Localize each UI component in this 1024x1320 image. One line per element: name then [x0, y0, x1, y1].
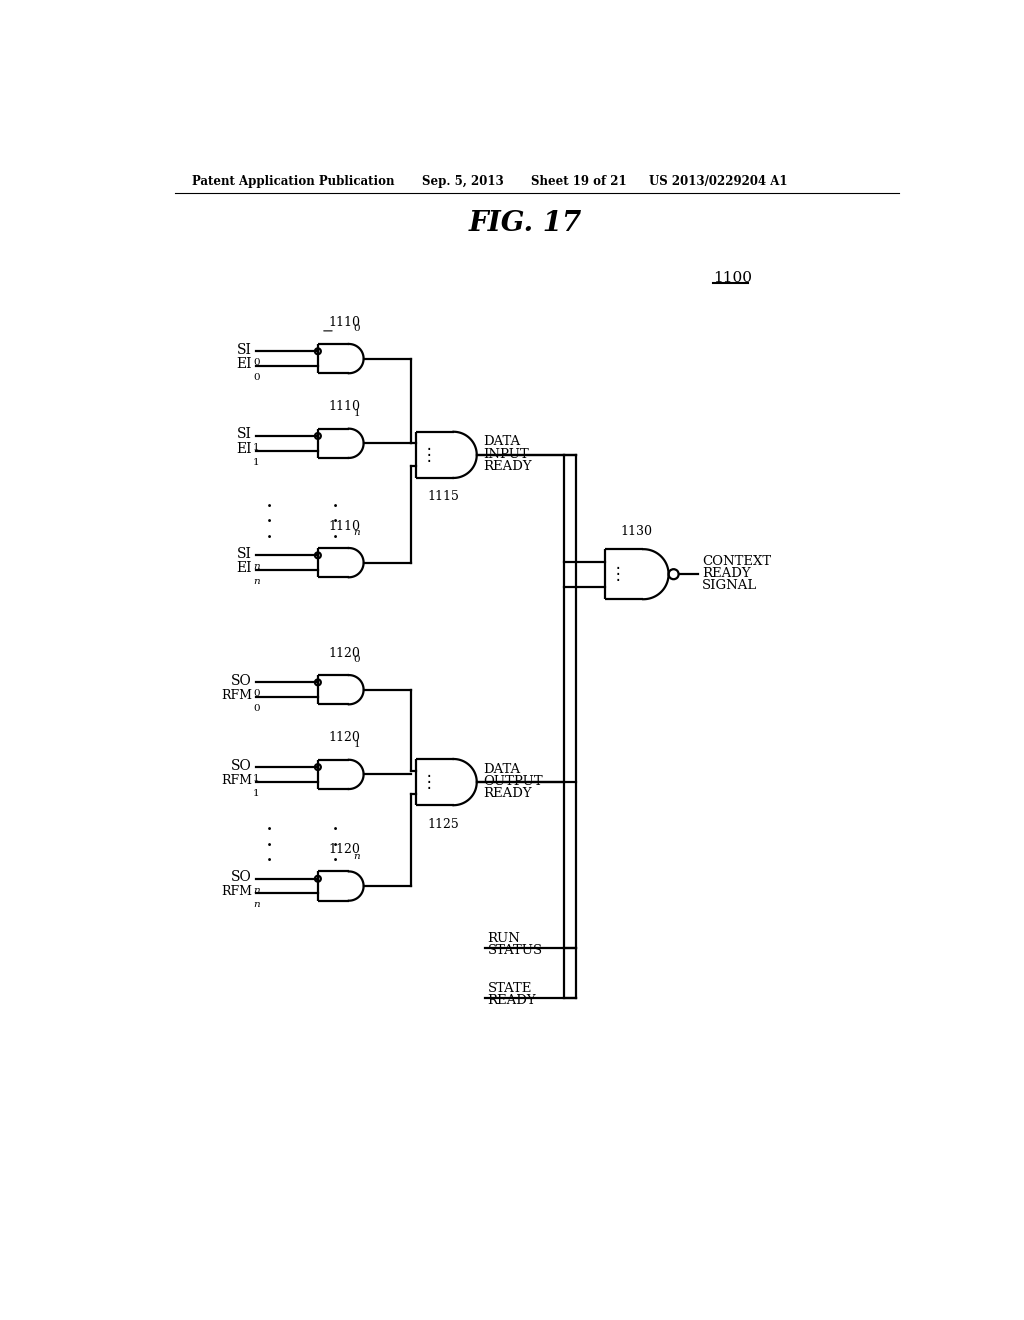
Text: SIGNAL: SIGNAL: [701, 579, 757, 593]
Text: n: n: [353, 851, 360, 861]
Text: INPUT: INPUT: [483, 447, 528, 461]
Text: ⋮: ⋮: [610, 565, 627, 583]
Text: .: .: [265, 506, 272, 528]
Text: SI: SI: [238, 343, 252, 356]
Text: 1110: 1110: [329, 315, 360, 329]
Text: 1130: 1130: [621, 525, 652, 539]
Text: 1120: 1120: [329, 731, 360, 744]
Text: n: n: [253, 886, 260, 895]
Text: Sheet 19 of 21: Sheet 19 of 21: [531, 176, 627, 189]
Text: ⋮: ⋮: [421, 774, 437, 791]
Text: SI: SI: [238, 546, 252, 561]
Text: .: .: [332, 813, 339, 836]
Text: .: .: [265, 813, 272, 836]
Text: 1115: 1115: [427, 490, 460, 503]
Text: DATA: DATA: [483, 763, 520, 776]
Text: READY: READY: [483, 787, 531, 800]
Text: RFM: RFM: [221, 774, 252, 787]
Text: 1100: 1100: [713, 271, 752, 285]
Text: .: .: [332, 521, 339, 543]
Text: 1: 1: [253, 774, 260, 783]
Text: READY: READY: [483, 459, 531, 473]
Text: READY: READY: [487, 994, 537, 1007]
Text: ⋮: ⋮: [421, 446, 437, 463]
Text: 1: 1: [253, 788, 260, 797]
Text: 0: 0: [253, 372, 260, 381]
Text: 0: 0: [353, 655, 360, 664]
Text: READY: READY: [701, 566, 751, 579]
Text: .: .: [332, 845, 339, 866]
Text: CONTEXT: CONTEXT: [701, 554, 771, 568]
Text: .: .: [265, 829, 272, 851]
Text: .: .: [265, 521, 272, 543]
Text: .: .: [332, 490, 339, 512]
Text: EI: EI: [237, 561, 252, 576]
Text: OUTPUT: OUTPUT: [483, 775, 543, 788]
Text: 1120: 1120: [329, 647, 360, 660]
Text: 1120: 1120: [329, 843, 360, 857]
Text: SO: SO: [231, 870, 252, 884]
Text: FIG. 17: FIG. 17: [468, 210, 582, 238]
Text: .: .: [332, 829, 339, 851]
Text: Patent Application Publication: Patent Application Publication: [191, 176, 394, 189]
Text: Sep. 5, 2013: Sep. 5, 2013: [423, 176, 504, 189]
Text: n: n: [253, 577, 260, 586]
Text: SO: SO: [231, 673, 252, 688]
Text: .: .: [332, 506, 339, 528]
Text: STATUS: STATUS: [487, 944, 543, 957]
Text: 1110: 1110: [329, 520, 360, 533]
Text: n: n: [253, 562, 260, 572]
Text: SO: SO: [231, 759, 252, 772]
Text: STATE: STATE: [487, 982, 532, 995]
Text: 0: 0: [253, 358, 260, 367]
Text: n: n: [353, 528, 360, 537]
Text: RFM: RFM: [221, 689, 252, 702]
Text: RUN: RUN: [487, 932, 520, 945]
Text: 1: 1: [253, 444, 260, 451]
Text: EI: EI: [237, 358, 252, 371]
Text: 1125: 1125: [427, 817, 459, 830]
Text: 1: 1: [353, 409, 360, 418]
Text: 1110: 1110: [329, 400, 360, 413]
Text: RFM: RFM: [221, 886, 252, 899]
Text: n: n: [253, 900, 260, 909]
Text: .: .: [265, 490, 272, 512]
Text: 1: 1: [353, 741, 360, 748]
Text: .: .: [265, 845, 272, 866]
Text: 0: 0: [253, 704, 260, 713]
Text: US 2013/0229204 A1: US 2013/0229204 A1: [649, 176, 787, 189]
Text: 0: 0: [353, 325, 360, 333]
Text: DATA: DATA: [483, 436, 520, 449]
Text: EI: EI: [237, 442, 252, 457]
Text: 1: 1: [253, 458, 260, 466]
Text: SI: SI: [238, 428, 252, 441]
Text: 0: 0: [253, 689, 260, 698]
